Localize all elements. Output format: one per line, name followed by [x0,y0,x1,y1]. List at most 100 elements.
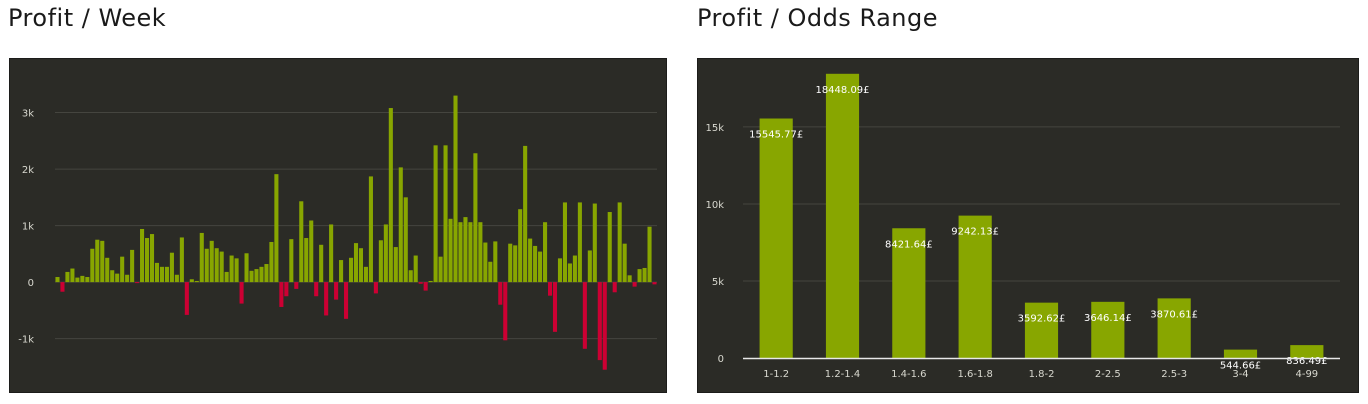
week-profit-bar [468,222,473,283]
week-profit-bar [483,242,488,283]
x-tick-label: 1-1.2 [763,369,789,380]
week-profit-bar [528,238,533,283]
week-profit-bar [264,264,269,283]
week-profit-bar [418,282,423,284]
week-profit-bar [493,241,498,283]
week-profit-bar [428,280,433,283]
week-profit-bar [324,282,329,316]
week-profit-bar [294,282,299,289]
week-profit-bar [159,266,165,283]
week-profit-bar [463,217,468,283]
week-profit-bar [478,222,483,283]
odds-range-profit-chart: 0 5k 10k 15k 15545.77£ 1-1.2 18448.09£ 1.2-1.4 8… [705,73,1340,380]
week-profit-bar [75,277,80,283]
week-profit-bar [244,253,249,283]
week-profit-bar [622,243,627,283]
week-profit-bar [229,255,234,283]
week-profit-bar [319,244,324,283]
bar-data-label: 544.66£ [1220,361,1261,372]
week-profit-bar [169,252,174,283]
week-profit-bar [60,282,65,292]
week-profit-bar [368,176,373,283]
week-profit-bar [587,250,592,283]
y-tick-label: 2k [22,165,34,176]
week-profit-bar [473,153,478,283]
week-profit-bar [249,270,254,283]
odds-range-profit-title: Profit / Odds Range [697,4,939,32]
week-profit-bar [398,167,403,283]
week-profit-bar [174,274,179,283]
x-tick-label: 1.8-2 [1029,369,1055,380]
week-profit-bar [110,270,115,283]
week-profit-bar [378,240,383,283]
odds-range-bar [1091,301,1125,358]
week-profit-bar [567,263,572,283]
y-tick-label: 0 [718,354,724,365]
week-profit-bar [562,202,567,283]
week-profit-bar [204,248,209,283]
week-profit-bar [533,245,538,283]
week-profit-bar [239,282,244,304]
y-tick-label: 0 [28,278,34,289]
week-profit-bar [513,245,518,283]
week-profit-bar [393,247,398,283]
y-tick-label: 15k [705,123,724,134]
week-profit-bar [55,277,60,283]
odds-range-bar [1157,298,1191,358]
week-profit-bar [642,267,647,283]
x-tick-label: 1.2-1.4 [825,369,860,380]
week-profit-bar [607,212,612,283]
week-profit-bar [348,257,354,283]
week-profit-bar [334,282,339,300]
week-profit-bar [617,202,622,283]
week-profit-bar [65,271,70,283]
odds-range-bar [1223,349,1258,358]
week-profit-bar [557,258,563,283]
week-profit-bar [652,282,657,285]
week-profit-bar [209,240,214,283]
week-profit-bar [115,273,120,283]
week-profit-bar [254,269,259,283]
week-profit-bar [135,282,140,284]
week-profit-bar [572,255,577,283]
x-tick-label: 2.5-3 [1161,369,1187,380]
bar-data-label: 8421.64£ [885,239,933,250]
week-profit-bar [523,145,528,283]
week-profit-bar [443,145,448,283]
week-profit-bar [100,240,105,283]
week-profit-bar [647,226,652,283]
week-profit-bar [179,237,184,283]
week-profit-bar [339,260,344,283]
y-tick-label: 1k [22,222,34,233]
odds-range-bar [759,118,793,358]
week-profit-bar [408,270,413,283]
week-profit-bar [433,145,438,283]
week-profit-bar [538,251,543,283]
week-profit-bar [299,201,304,283]
week-profit-bar [184,282,189,315]
odds-range-bar [1024,302,1059,358]
week-profit-bar [219,251,224,283]
y-tick-label: 3k [22,109,34,120]
week-profit-bar [164,266,169,283]
week-profit-bar [274,174,279,283]
x-tick-label: 1.6-1.8 [957,369,992,380]
week-profit-bar [547,282,553,296]
week-profit-bar [344,282,349,319]
weekly-profit-title: Profit / Week [8,4,167,32]
y-tick-label: 5k [712,277,724,288]
week-profit-bar [458,222,463,283]
week-profit-bar [120,256,125,283]
week-profit-bar [373,282,378,294]
week-profit-bar [95,239,100,283]
week-profit-bar [363,266,368,283]
week-profit-bar [637,269,642,283]
week-profit-bar [105,257,110,283]
week-profit-bar [189,279,194,283]
week-profit-bar [592,203,597,283]
odds-range-bar [892,228,926,358]
bar-data-label: 18448.09£ [815,85,869,96]
week-profit-bar [388,108,393,283]
weekly-profit-chart-panel: -1k 0 1k 2k 3k [9,58,667,393]
bar-data-label: 9242.13£ [951,227,999,238]
